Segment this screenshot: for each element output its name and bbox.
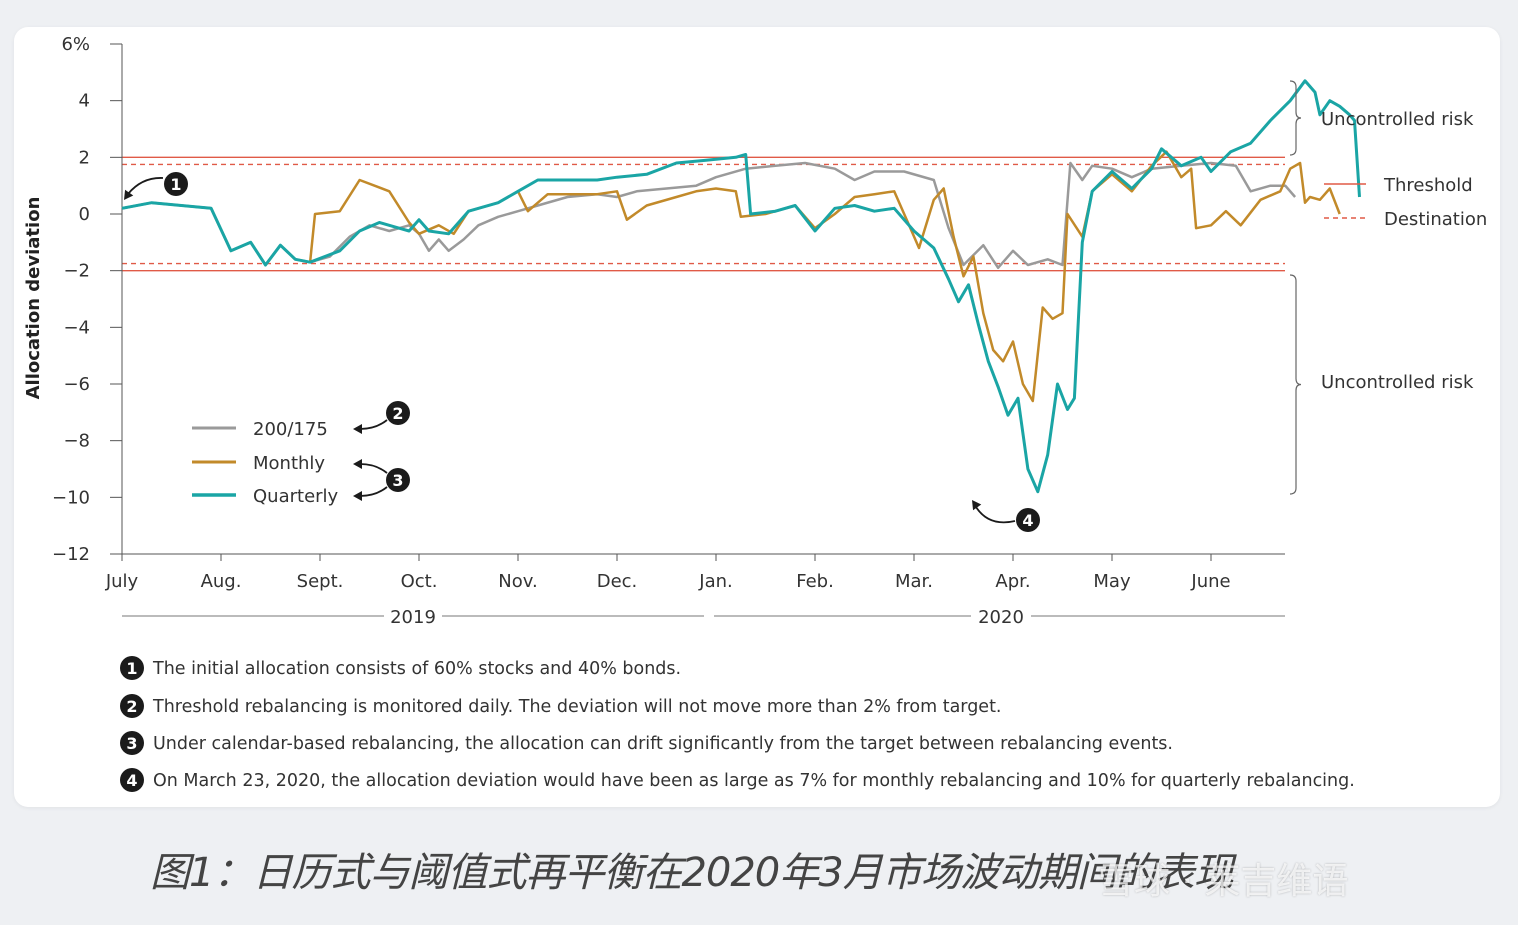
x-tick-label: Mar. [895, 571, 933, 592]
y-tick-label: −12 [52, 544, 90, 565]
legend-destination: Destination [1384, 209, 1487, 230]
note-badge-2 [120, 694, 144, 718]
legend-label-0: 200/175 [253, 419, 328, 440]
y-tick-label: −4 [63, 317, 90, 338]
x-tick-label: Aug. [201, 571, 242, 592]
risk-label-upper: Uncontrolled risk [1321, 109, 1474, 130]
note-text-1: The initial allocation consists of 60% s… [152, 659, 681, 679]
note-badge-4 [120, 768, 144, 792]
x-tick-label: May [1093, 571, 1131, 592]
callout-arrow-4 [975, 506, 1016, 524]
callout-badge-1-text: 1 [170, 175, 181, 194]
y-tick-label: −2 [63, 261, 90, 282]
y-tick-label: −8 [63, 431, 90, 452]
legend-threshold: Threshold [1383, 175, 1473, 196]
year-label-2019: 2019 [390, 607, 436, 628]
x-tick-label: Nov. [498, 571, 537, 592]
callout-badge-2 [386, 401, 410, 425]
x-tick-label: Apr. [995, 571, 1030, 592]
note-badge-4-text: 4 [126, 771, 137, 790]
callout-badge-3-text: 3 [392, 471, 403, 490]
watermark: 雪球 · 莱吉维语 [1098, 861, 1349, 902]
x-tick-label: June [1190, 571, 1230, 592]
x-tick-label: Sept. [297, 571, 344, 592]
x-tick-label: July [105, 571, 139, 592]
y-tick-label: −10 [52, 487, 90, 508]
year-label-2020: 2020 [978, 607, 1024, 628]
callout-arrowhead-4 [972, 500, 982, 511]
note-badge-1-text: 1 [126, 659, 137, 678]
callout-arrow-1 [127, 177, 164, 195]
x-tick-label: Dec. [597, 571, 638, 592]
x-tick-label: Jan. [698, 571, 732, 592]
callout-arrowhead-3a [353, 459, 362, 469]
deviation-chart: Allocation deviation 6% 4 2 0 −2 −4 −6 −8 −10 −12… [23, 34, 1487, 792]
callout-badge-2-text: 2 [392, 404, 403, 423]
callout-badge-4 [1016, 508, 1040, 532]
legend-label-2: Quarterly [253, 486, 339, 507]
figure-caption: 图1：日历式与阈值式再平衡在2020年3月市场波动期间的表现 [150, 850, 1234, 896]
legend-label-1: Monthly [253, 453, 325, 474]
figure-card: Allocation deviation 6% 4 2 0 −2 −4 −6 −8 −10 −12… [14, 27, 1500, 807]
callout-arrowhead-3b [353, 491, 362, 501]
callout-arrowhead-2 [353, 424, 362, 434]
x-tick-label: Feb. [796, 571, 834, 592]
note-text-3: Under calendar-based rebalancing, the al… [153, 734, 1173, 754]
y-axis-label: Allocation deviation [23, 197, 44, 400]
note-badge-1 [120, 656, 144, 680]
callout-arrowhead-1 [124, 189, 134, 200]
bracket-upper [1289, 80, 1302, 156]
note-badge-3 [120, 731, 144, 755]
callout-arrow-3a [359, 463, 388, 474]
callout-badge-3 [386, 468, 410, 492]
risk-label-lower: Uncontrolled risk [1321, 372, 1474, 393]
bracket-lower [1289, 274, 1302, 495]
note-text-4: On March 23, 2020, the allocation deviat… [153, 771, 1355, 791]
y-tick-label: 4 [79, 91, 90, 112]
note-badge-3-text: 3 [126, 734, 137, 753]
note-badge-2-text: 2 [126, 697, 137, 716]
x-tick-label: Oct. [401, 571, 438, 592]
callout-arrow-2 [359, 419, 388, 430]
y-tick-label: −6 [63, 374, 90, 395]
series-line-quarterly [121, 79, 1361, 494]
y-tick-label: 6% [61, 34, 90, 55]
y-tick-label: 2 [79, 147, 90, 168]
callout-badge-4-text: 4 [1022, 511, 1033, 530]
callout-arrow-3b [359, 486, 388, 497]
y-tick-label: 0 [79, 204, 90, 225]
series-line-monthly [121, 150, 1341, 403]
callout-badge-1 [164, 172, 188, 196]
note-text-2: Threshold rebalancing is monitored daily… [152, 697, 1002, 717]
